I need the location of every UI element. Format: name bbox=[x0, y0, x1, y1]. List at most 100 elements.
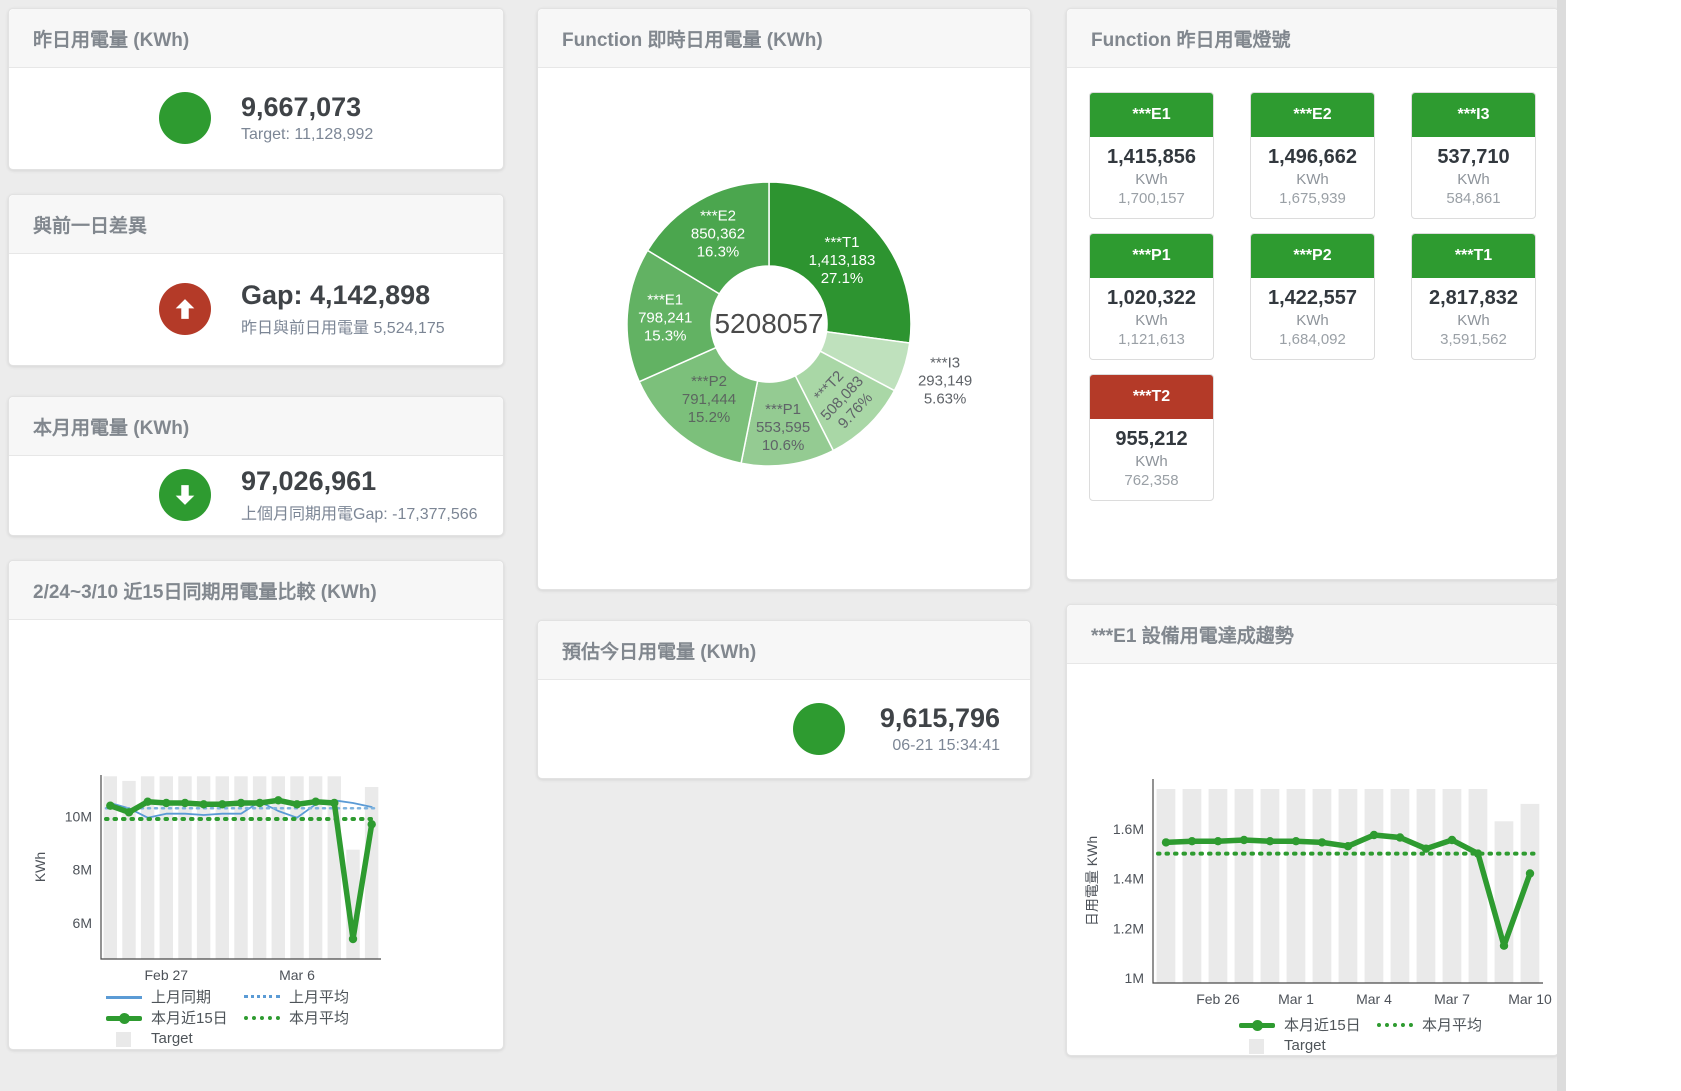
x-tick-label: Mar 7 bbox=[1434, 991, 1470, 1007]
card-title: Function 即時日用電量 (KWh) bbox=[538, 9, 1030, 68]
data-point bbox=[1317, 838, 1327, 847]
data-point bbox=[162, 798, 171, 808]
target-bar bbox=[1338, 789, 1358, 983]
x-tick-label: Mar 6 bbox=[279, 967, 315, 982]
card-title: ***E1 設備用電達成趨勢 bbox=[1067, 605, 1558, 664]
data-point bbox=[124, 808, 134, 817]
donut-slice-E1[interactable] bbox=[626, 249, 721, 383]
chart-axes bbox=[100, 775, 381, 960]
yesterday-usage-target: Target: 11,128,992 bbox=[241, 126, 374, 144]
data-point bbox=[1161, 838, 1171, 847]
tile-value: 537,710 bbox=[1437, 146, 1510, 168]
legend-label: 本月平均 bbox=[1422, 1017, 1483, 1034]
legend-item[interactable]: Target bbox=[106, 1028, 244, 1049]
data-point bbox=[255, 798, 264, 808]
light-tile-P2[interactable]: ***P2 1,422,557 KWh 1,684,092 bbox=[1250, 233, 1375, 360]
legend-item[interactable]: Target bbox=[1239, 1035, 1377, 1056]
tile-status-header: ***E2 bbox=[1251, 93, 1374, 137]
light-tile-T1[interactable]: ***T1 2,817,832 KWh 3,591,562 bbox=[1411, 233, 1536, 360]
tile-target: 3,591,562 bbox=[1440, 331, 1507, 348]
donut-label-I3: ***I3 293,149 5.63% bbox=[918, 355, 972, 408]
donut-slice-P2[interactable] bbox=[638, 346, 759, 465]
data-point bbox=[274, 796, 283, 805]
tile-target: 1,675,939 bbox=[1279, 190, 1346, 207]
card-title: 本月用電量 (KWh) bbox=[9, 397, 503, 456]
light-tile-P1[interactable]: ***P1 1,020,322 KWh 1,121,613 bbox=[1089, 233, 1214, 360]
tile-value: 955,212 bbox=[1115, 428, 1188, 450]
target-bar bbox=[1234, 789, 1254, 983]
tile-body: 955,212 KWh 762,358 bbox=[1090, 419, 1213, 500]
target-bar bbox=[1260, 789, 1280, 983]
target-bar bbox=[252, 776, 267, 959]
month-usage-gap: 上個月同期用電Gap: -17,377,566 bbox=[241, 506, 478, 524]
dashboard-background: 昨日用電量 (KWh) 9,667,073 Target: 11,128,992… bbox=[0, 0, 1559, 1091]
realtime-usage-donut-chart: ***T1 1,413,183 27.1%***I3 293,149 5.63%***T… bbox=[626, 181, 972, 467]
legend-label: 本月平均 bbox=[289, 1010, 350, 1027]
tile-status-header: ***P1 bbox=[1090, 234, 1213, 278]
scrollbar-track[interactable] bbox=[1557, 0, 1566, 1091]
legend-swatch-line-green bbox=[106, 1010, 142, 1026]
legend-item[interactable]: 本月平均 bbox=[1377, 1014, 1515, 1035]
legend-item[interactable]: 本月近15日 bbox=[1239, 1014, 1377, 1035]
donut-label-P2: ***P2 791,444 15.2% bbox=[682, 373, 736, 426]
month-usage-value: 97,026,961 bbox=[241, 465, 377, 496]
tile-target: 1,121,613 bbox=[1118, 331, 1185, 348]
donut-label-T1: ***T1 1,413,183 27.1% bbox=[809, 234, 876, 287]
donut-slice-E2[interactable] bbox=[646, 181, 770, 295]
data-point bbox=[236, 798, 246, 808]
legend-item[interactable]: 本月近15日 bbox=[106, 1007, 244, 1028]
target-bar bbox=[1312, 789, 1332, 983]
card-yesterday-lights: Function 昨日用電燈號 ***E1 1,415,856 KWh 1,700,1… bbox=[1066, 8, 1559, 580]
estimate-value: 9,615,796 bbox=[879, 702, 1000, 733]
light-tile-E1[interactable]: ***E1 1,415,856 KWh 1,700,157 bbox=[1089, 92, 1214, 219]
tile-status-header: ***T2 bbox=[1090, 375, 1213, 419]
target-bar bbox=[103, 776, 117, 959]
card-estimate-today: 預估今日用電量 (KWh) 9,615,796 06-21 15:34:41 bbox=[537, 620, 1031, 779]
legend-item[interactable]: 上月平均 bbox=[244, 986, 382, 1007]
x-tick-label: Mar 1 bbox=[1278, 991, 1314, 1007]
light-tile-T2[interactable]: ***T2 955,212 KWh 762,358 bbox=[1089, 374, 1214, 501]
legend-item[interactable]: 本月平均 bbox=[244, 1007, 382, 1028]
card-yesterday-usage: 昨日用電量 (KWh) 9,667,073 Target: 11,128,992 bbox=[8, 8, 504, 170]
data-point bbox=[1265, 837, 1275, 846]
y-tick-label: 8M bbox=[73, 862, 92, 878]
data-point bbox=[1369, 830, 1379, 840]
yesterday-usage-value: 9,667,073 bbox=[241, 91, 362, 122]
legend-item[interactable]: 上月同期 bbox=[106, 986, 244, 1007]
target-bar bbox=[1182, 789, 1202, 983]
y-tick-label: 1.6M bbox=[1113, 821, 1144, 837]
y-tick-label: 10M bbox=[65, 808, 92, 824]
donut-label-E2: ***E2 850,362 16.3% bbox=[691, 207, 745, 260]
card-month-usage: 本月用電量 (KWh) 97,026,961 上個月同期用電Gap: -17,3… bbox=[8, 396, 504, 536]
day-gap-subtitle: 昨日與前日用電量 5,524,175 bbox=[241, 320, 445, 338]
data-point bbox=[180, 798, 190, 808]
tile-body: 1,415,856 KWh 1,700,157 bbox=[1090, 137, 1213, 218]
light-tile-I3[interactable]: ***I3 537,710 KWh 584,861 bbox=[1411, 92, 1536, 219]
tile-unit: KWh bbox=[1135, 453, 1168, 470]
data-point bbox=[1499, 941, 1509, 950]
tile-value: 2,817,832 bbox=[1429, 287, 1518, 309]
donut-slice-T1[interactable] bbox=[768, 181, 912, 344]
e1-trend-chart: 1M 1.2M 1.4M 1.6M Feb 26 Mar 1 Mar 4 Mar 7 Mar 1… bbox=[1084, 779, 1552, 1007]
tile-target: 584,861 bbox=[1446, 190, 1501, 207]
legend-swatch-dot-green bbox=[244, 1010, 280, 1026]
tile-unit: KWh bbox=[1457, 312, 1490, 329]
light-tile-E2[interactable]: ***E2 1,496,662 KWh 1,675,939 bbox=[1250, 92, 1375, 219]
target-bar bbox=[1208, 789, 1228, 983]
data-point bbox=[1525, 869, 1535, 878]
data-point bbox=[1187, 837, 1197, 846]
legend-label: Target bbox=[1284, 1037, 1326, 1054]
y-tick-label: 6M bbox=[73, 915, 92, 931]
card-realtime-donut: Function 即時日用電量 (KWh) ***T1 1,413,183 27.1… bbox=[537, 8, 1031, 590]
target-bar bbox=[308, 776, 323, 959]
tile-body: 1,020,322 KWh 1,121,613 bbox=[1090, 278, 1213, 359]
target-bar bbox=[1286, 789, 1306, 983]
data-point bbox=[1213, 837, 1223, 846]
target-bar bbox=[1390, 789, 1410, 983]
tile-status-header: ***T1 bbox=[1412, 234, 1535, 278]
y-axis-title: KWh bbox=[32, 852, 48, 882]
data-point bbox=[1473, 849, 1483, 858]
x-tick-label: Feb 27 bbox=[145, 967, 189, 982]
data-point bbox=[330, 798, 339, 808]
tile-value: 1,415,856 bbox=[1107, 146, 1196, 168]
